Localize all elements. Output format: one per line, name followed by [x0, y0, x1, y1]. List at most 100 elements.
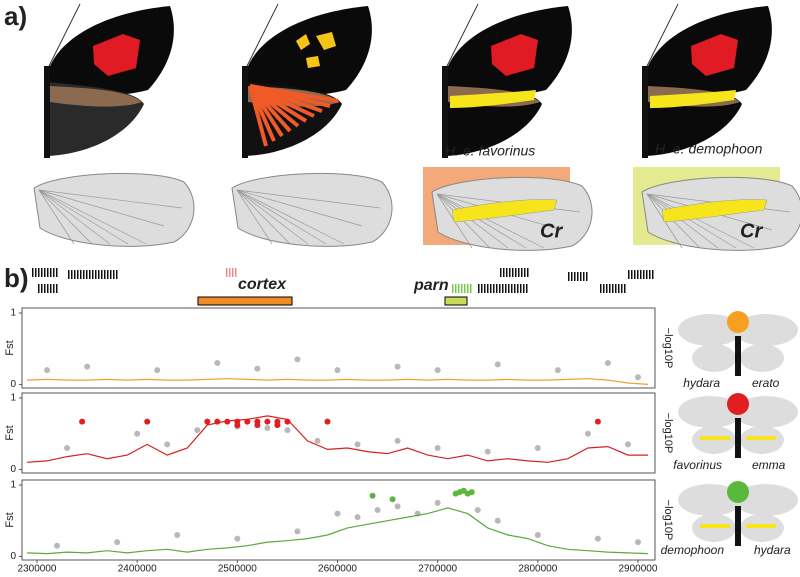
y-tick-label: 1	[10, 393, 16, 404]
wing-diagram	[33, 172, 195, 247]
bar-icon	[746, 436, 776, 440]
wing	[231, 172, 393, 247]
body	[642, 66, 648, 158]
exon	[101, 270, 103, 279]
x-tick-label: 2800000	[518, 564, 557, 575]
exon	[514, 284, 516, 293]
exon	[47, 268, 49, 277]
y-tick-label: 0	[10, 551, 16, 562]
exon	[44, 268, 46, 277]
vein	[38, 189, 183, 209]
exon	[496, 284, 498, 293]
gene-label: parn	[413, 277, 449, 294]
comparison-icon	[678, 311, 798, 376]
point	[84, 363, 91, 370]
wing-icon	[734, 314, 798, 346]
exon	[500, 268, 502, 277]
hindwing-bar	[450, 90, 536, 108]
exon	[113, 270, 115, 279]
exon	[586, 272, 588, 281]
color-dot	[727, 481, 749, 503]
exon	[503, 268, 505, 277]
plot-frame	[21, 307, 656, 389]
exon	[506, 268, 508, 277]
y2-axis-label: −log10P	[662, 500, 674, 541]
parn-region	[444, 296, 468, 306]
point	[624, 441, 631, 448]
wing-icon	[740, 344, 784, 372]
exon	[38, 284, 40, 293]
exon	[505, 284, 507, 293]
point	[284, 418, 291, 425]
exon	[38, 268, 40, 277]
vein	[38, 189, 147, 245]
point	[64, 445, 71, 451]
exon	[609, 284, 611, 293]
point	[294, 356, 301, 363]
exon	[487, 284, 489, 293]
cortex-region	[197, 296, 293, 306]
forewing-patch	[491, 34, 538, 76]
hindwing-bar	[650, 90, 736, 108]
x-tick-label: 2700000	[418, 564, 457, 575]
comparison-label: favorinus	[673, 458, 722, 472]
point	[44, 367, 51, 374]
body	[442, 66, 448, 158]
exon	[571, 272, 573, 281]
exon	[490, 284, 492, 293]
exon	[624, 284, 626, 293]
point	[314, 437, 321, 444]
exon	[452, 284, 454, 293]
y-axis-label: Fst	[4, 340, 16, 355]
point	[194, 427, 201, 434]
vein	[646, 193, 755, 249]
exon	[649, 270, 651, 279]
exon	[517, 284, 519, 293]
comparison-label: emma	[752, 458, 786, 472]
point	[394, 503, 401, 510]
point	[164, 441, 171, 448]
wing-diagram	[231, 172, 393, 247]
vein	[436, 193, 509, 249]
y-tick-label: 0	[10, 464, 16, 475]
comparison-icon	[678, 481, 798, 546]
exon	[83, 270, 85, 279]
locus-label: Cr	[740, 220, 763, 242]
point	[174, 532, 181, 538]
point	[394, 437, 401, 444]
exon	[526, 284, 528, 293]
antenna	[445, 3, 479, 69]
fst-line	[26, 507, 649, 555]
comparison-label: erato	[752, 376, 780, 390]
wing-icon	[734, 484, 798, 516]
vein	[436, 193, 527, 249]
locus-label: Cr	[540, 220, 563, 242]
point	[374, 507, 381, 513]
x-tick-label: 2600000	[318, 564, 357, 575]
fst-line	[26, 378, 649, 385]
butterfly	[642, 3, 772, 158]
color-dot	[727, 393, 749, 415]
point	[484, 448, 491, 455]
vein	[436, 193, 545, 249]
vein	[38, 189, 75, 245]
comparison-icon	[678, 393, 798, 458]
exon	[71, 270, 73, 279]
exon	[56, 284, 58, 293]
point	[234, 422, 241, 429]
exon	[521, 268, 523, 277]
point	[254, 365, 261, 372]
exon	[44, 284, 46, 293]
exon	[518, 268, 520, 277]
bar-icon	[700, 436, 730, 440]
point	[604, 360, 611, 366]
exon	[74, 270, 76, 279]
exon	[618, 284, 620, 293]
exon	[41, 268, 43, 277]
point	[494, 361, 501, 368]
exon	[574, 272, 576, 281]
vein	[646, 193, 719, 249]
point	[474, 507, 481, 513]
point	[494, 517, 501, 524]
forewing	[246, 6, 372, 96]
